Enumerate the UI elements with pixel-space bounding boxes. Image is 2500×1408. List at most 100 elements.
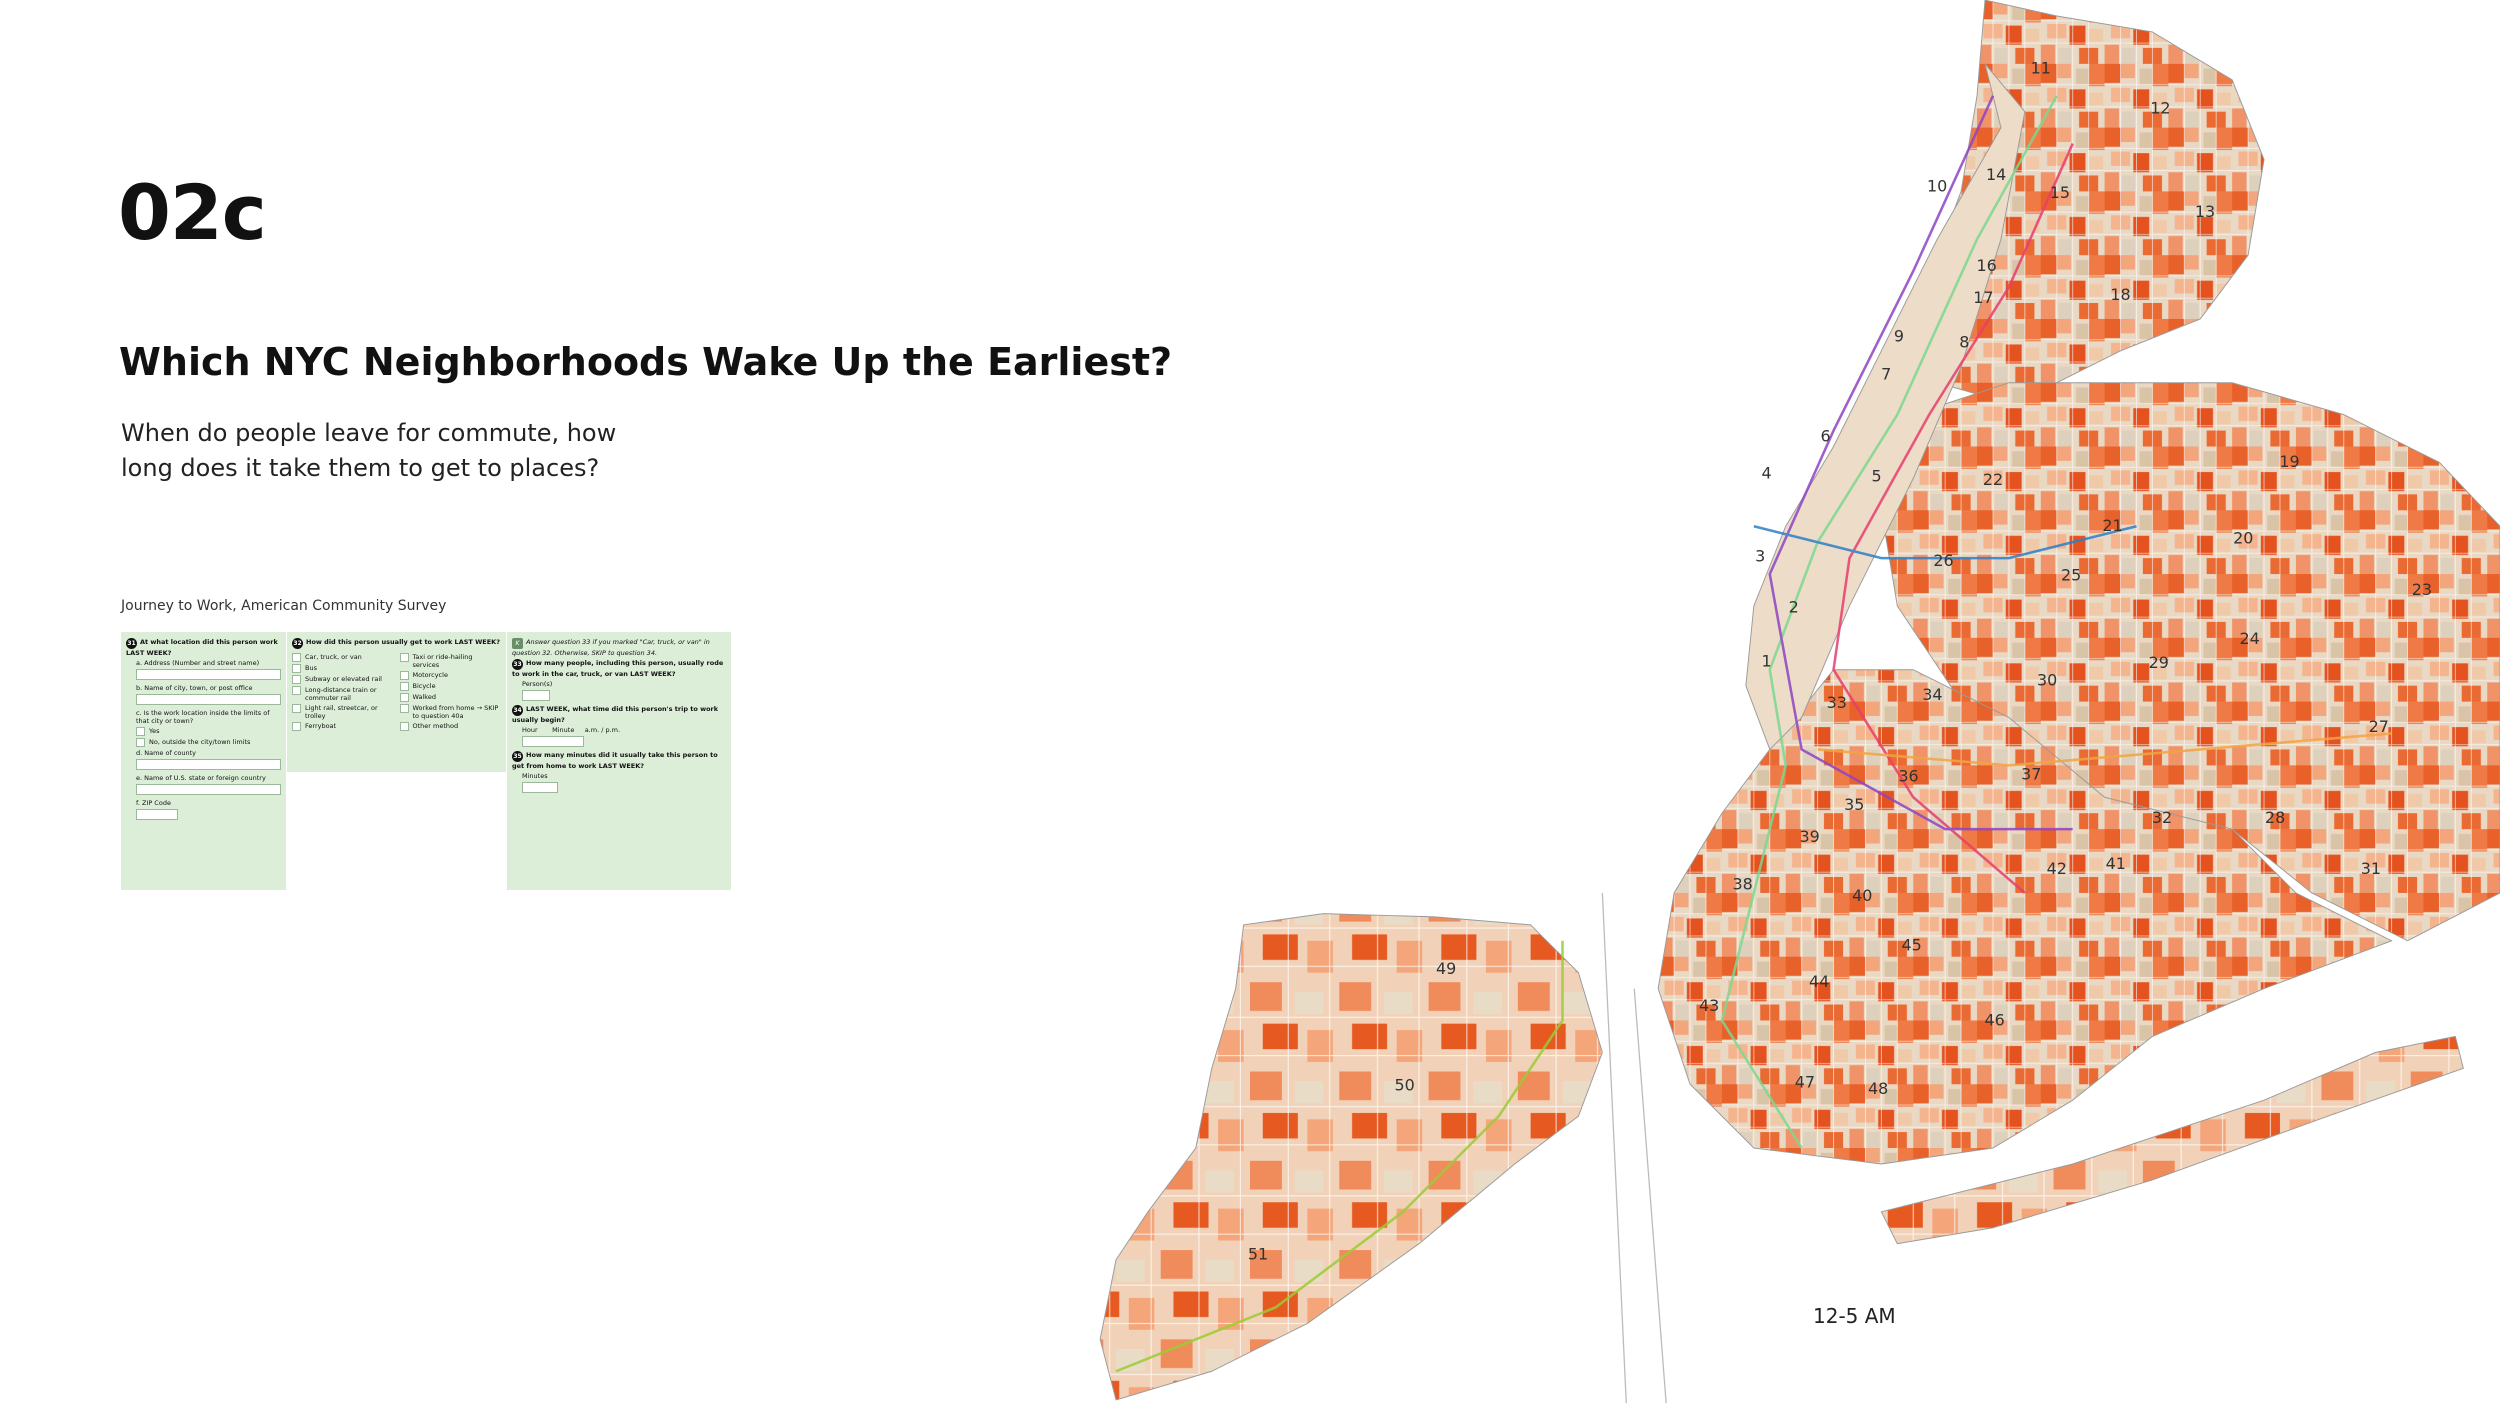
- form-panel: 32 How did this person usually get to wor…: [287, 632, 507, 772]
- field-label: d. Name of county: [136, 749, 197, 757]
- checkbox-option: No, outside the city/town limits: [126, 738, 281, 747]
- district-label: 5: [1872, 467, 1882, 486]
- field-label: p.m.: [605, 726, 621, 734]
- district-label: 20: [2233, 529, 2253, 548]
- field-label: a. Address (Number and street name): [136, 659, 260, 667]
- field-label: Minutes: [522, 772, 548, 780]
- time-label: 12-5 AM: [1813, 1304, 1896, 1328]
- checkbox-option: Motorcycle: [400, 671, 502, 680]
- district-label: 16: [1976, 256, 1996, 275]
- district-label: 24: [2240, 629, 2260, 648]
- field-label: Minute: [552, 726, 575, 734]
- checkbox-option: Other method: [400, 722, 502, 731]
- district-label: 40: [1852, 886, 1872, 905]
- district-label: 36: [1898, 766, 1918, 785]
- input-field: [136, 694, 281, 705]
- borough-staten-island: [1099, 913, 1603, 1401]
- district-label: 44: [1809, 972, 1829, 991]
- subway-line: [1817, 732, 2392, 767]
- district-label: 38: [1733, 875, 1753, 894]
- figure-caption: Journey to Work, American Community Surv…: [121, 598, 447, 614]
- subtitle: When do people leave for commute, how lo…: [121, 416, 681, 486]
- district-label: 28: [2265, 808, 2285, 827]
- checkbox-option: Car, truck, or van: [292, 653, 394, 662]
- district-label: 1: [1762, 652, 1772, 671]
- district-label: 9: [1894, 326, 1904, 345]
- district-label: 3: [1755, 546, 1765, 565]
- district-label: 4: [1762, 463, 1772, 482]
- question: How did this person usually get to work …: [306, 638, 500, 646]
- field-label: c. Is the work location inside the limit…: [136, 709, 270, 725]
- district-label: 43: [1699, 996, 1719, 1015]
- district-label: 18: [2110, 285, 2130, 304]
- subway-line: [1832, 143, 2074, 894]
- checkbox-option: Subway or elevated rail: [292, 675, 394, 684]
- district-label: 7: [1881, 365, 1891, 384]
- note-letter: K: [512, 638, 523, 649]
- title: Which NYC Neighborhoods Wake Up the Earl…: [119, 340, 1173, 384]
- district-label: 33: [1827, 693, 1847, 712]
- field-label: e. Name of U.S. state or foreign country: [136, 774, 266, 782]
- field-label: b. Name of city, town, or post office: [136, 684, 253, 692]
- input-field: [136, 759, 281, 770]
- checkbox-option: Yes: [126, 727, 281, 736]
- district-label: 19: [2279, 452, 2299, 471]
- district-label: 22: [1983, 470, 2003, 489]
- district-label: 46: [1984, 1010, 2004, 1029]
- question-number: 33: [512, 659, 523, 670]
- district-label: 25: [2061, 565, 2081, 584]
- borough-brooklyn: [1657, 669, 2393, 1165]
- bridge: [1633, 988, 1667, 1404]
- district-label: 48: [1868, 1079, 1888, 1098]
- district-label: 11: [2031, 58, 2051, 77]
- district-label: 39: [1799, 827, 1819, 846]
- rockaway: [1880, 1035, 2464, 1245]
- subtitle-line: long does it take them to get to places?: [121, 454, 600, 482]
- district-label: 31: [2361, 859, 2381, 878]
- subway-line: [1753, 524, 2137, 560]
- checkbox-option: Bus: [292, 664, 394, 673]
- subway-line: [1768, 95, 2073, 831]
- district-label: 27: [2369, 717, 2389, 736]
- field-label: f. ZIP Code: [136, 799, 171, 807]
- question-number: 35: [512, 751, 523, 762]
- district-label: 17: [1973, 288, 1993, 307]
- subway-line: [1115, 940, 1564, 1373]
- district-label: 30: [2037, 671, 2057, 690]
- field-label: a.m.: [584, 726, 600, 734]
- borough-manhattan: [1745, 63, 2026, 751]
- question: LAST WEEK, what time did this person's t…: [512, 705, 719, 724]
- district-label: 8: [1959, 333, 1969, 352]
- district-label: 47: [1795, 1072, 1815, 1091]
- district-label: 21: [2102, 516, 2122, 535]
- district-label: 23: [2412, 580, 2432, 599]
- district-label: 14: [1986, 165, 2006, 184]
- district-label: 26: [1933, 551, 1953, 570]
- question-number: 31: [126, 638, 137, 649]
- question-number: 32: [292, 638, 303, 649]
- district-label: 15: [2050, 183, 2070, 202]
- checkbox-option: Ferryboat: [292, 722, 394, 731]
- district-label: 42: [2047, 859, 2067, 878]
- district-label: 51: [1248, 1245, 1268, 1264]
- district-label: 35: [1844, 795, 1864, 814]
- district-label: 49: [1436, 959, 1456, 978]
- district-label: 10: [1927, 176, 1947, 195]
- checkbox-option: Taxi or ride-hailing services: [400, 653, 502, 669]
- district-label: 32: [2152, 808, 2172, 827]
- checkbox-option: Worked from home → SKIP to question 40a: [400, 704, 502, 720]
- district-label: 12: [2150, 98, 2170, 117]
- checkbox-option: Bicycle: [400, 682, 502, 691]
- checkbox-option: Walked: [400, 693, 502, 702]
- district-label: 2: [1789, 597, 1799, 616]
- field-label: Person(s): [522, 680, 553, 688]
- district-label: 13: [2195, 202, 2215, 221]
- form-panel: K Answer question 33 if you marked "Car, …: [507, 632, 732, 890]
- subway-line: [1720, 95, 2058, 1149]
- question-number: 34: [512, 705, 523, 716]
- field-label: Hour: [522, 726, 538, 734]
- bridge: [1601, 892, 1627, 1404]
- checkbox-option: Long-distance train or commuter rail: [292, 686, 394, 702]
